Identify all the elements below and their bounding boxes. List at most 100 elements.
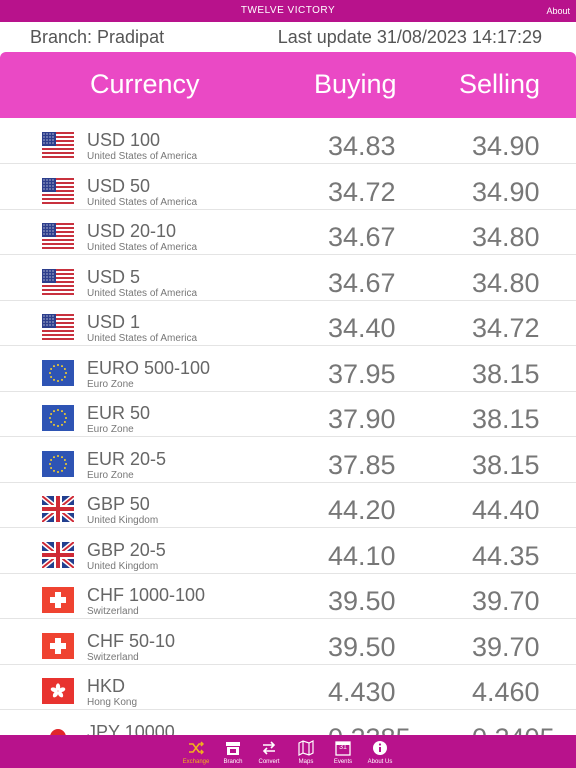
buying-rate: 34.40 (328, 313, 396, 343)
currency-row[interactable]: EUR 50 Euro Zone 37.90 38.15 (0, 392, 576, 437)
currency-code: USD 100 (87, 130, 161, 150)
selling-rate: 38.15 (472, 449, 540, 480)
shuffle-icon (188, 740, 204, 756)
swap-arrows-icon (261, 740, 277, 756)
currency-code: EUR 20-5 (87, 448, 167, 469)
tab-maps[interactable]: Maps (286, 735, 326, 768)
about-link[interactable]: About (546, 6, 570, 16)
hk-flag-icon (42, 678, 74, 704)
currency-row[interactable]: EUR 20-5 Euro Zone 37.85 38.15 (0, 438, 576, 483)
calendar-icon: 31 (335, 740, 351, 756)
header-selling: Selling (459, 69, 541, 99)
buying-rate: 37.95 (328, 358, 396, 389)
us-flag-icon (42, 314, 74, 340)
currency-country: United States of America (87, 287, 198, 299)
currency-row[interactable]: CHF 1000-100 Switzerland 39.50 39.70 (0, 574, 576, 619)
selling-rate: 38.15 (472, 404, 540, 434)
tab-bar: Exchange Branch Convert Maps 31 Events About U… (0, 735, 576, 768)
currency-row[interactable]: CHF 50-10 Switzerland 39.50 39.70 (0, 620, 576, 665)
currency-country: United States of America (87, 333, 198, 344)
currency-country: United Kingdom (87, 515, 159, 526)
currency-code: JPY 10000 (87, 721, 175, 736)
selling-rate: 39.70 (472, 586, 540, 616)
tab-branch[interactable]: Branch (213, 735, 253, 768)
currency-code: USD 50 (87, 175, 151, 196)
tab-about-us[interactable]: About Us (360, 735, 400, 768)
eu-flag-icon (42, 359, 74, 386)
rates-list[interactable]: USD 100 United States of America 34.83 34.9… (0, 119, 576, 735)
currency-code: GBP 20-5 (87, 539, 166, 560)
currency-country: Euro Zone (87, 424, 134, 435)
selling-rate: 44.40 (472, 495, 540, 525)
currency-country: Switzerland (87, 651, 139, 663)
currency-code: EUR 50 (87, 403, 151, 423)
currency-code: CHF 1000-100 (87, 585, 206, 605)
currency-country: Switzerland (87, 606, 139, 617)
ch-flag-icon (42, 587, 74, 613)
buying-rate: 34.72 (328, 176, 396, 207)
currency-row[interactable]: HKD Hong Kong 4.430 4.460 (0, 665, 576, 710)
currency-country: United Kingdom (87, 560, 159, 572)
currency-row[interactable]: USD 20-10 United States of America 34.67 34… (0, 210, 576, 255)
buying-rate: 44.20 (328, 495, 396, 525)
selling-rate: 38.15 (472, 358, 540, 389)
buying-rate: 34.67 (328, 267, 396, 298)
currency-code: HKD (87, 676, 126, 696)
app-title-bar: TWELVE VICTORY About (0, 0, 576, 22)
selling-rate: 4.460 (472, 677, 540, 707)
currency-row[interactable]: USD 50 United States of America 34.72 34.90 (0, 165, 576, 210)
currency-country: Euro Zone (87, 378, 134, 390)
currency-code: EURO 500-100 (87, 357, 211, 378)
currency-code: USD 5 (87, 266, 141, 287)
currency-row[interactable]: USD 5 United States of America 34.67 34.80 (0, 256, 576, 301)
currency-row[interactable]: USD 100 United States of America 34.83 34.9… (0, 119, 576, 164)
uk-flag-icon (42, 496, 74, 522)
currency-country: Euro Zone (87, 469, 134, 481)
info-icon (372, 740, 388, 756)
currency-row[interactable]: GBP 20-5 United Kingdom 44.10 44.35 (0, 529, 576, 574)
us-flag-icon (42, 177, 74, 204)
info-bar: Branch: Pradipat Last update 31/08/2023 … (0, 22, 576, 52)
tab-exchange[interactable]: Exchange (176, 735, 216, 768)
currency-row[interactable]: EURO 500-100 Euro Zone 37.95 38.15 (0, 347, 576, 392)
buying-rate: 34.83 (328, 131, 396, 161)
selling-rate: 34.80 (472, 222, 540, 252)
currency-row[interactable]: USD 1 United States of America 34.40 34.72 (0, 301, 576, 346)
store-icon (225, 740, 241, 756)
buying-rate: 39.50 (328, 631, 396, 662)
header-currency: Currency (90, 69, 200, 99)
buying-rate: 37.85 (328, 449, 396, 480)
selling-rate: 34.90 (472, 176, 540, 207)
selling-rate: 34.72 (472, 313, 540, 343)
tab-label: Events (333, 759, 353, 765)
selling-rate: 34.80 (472, 267, 540, 298)
us-flag-icon (42, 223, 74, 249)
tab-label: Exchange (182, 759, 210, 765)
tab-label: Branch (223, 759, 243, 765)
tab-events[interactable]: 31 Events (323, 735, 363, 768)
buying-rate: 37.90 (328, 404, 396, 434)
buying-rate: 4.430 (328, 677, 396, 707)
app-title: TWELVE VICTORY (240, 5, 336, 16)
buying-rate: 44.10 (328, 540, 396, 571)
selling-rate: 39.70 (472, 631, 540, 662)
us-flag-icon (42, 268, 74, 295)
selling-rate: 44.35 (472, 540, 540, 571)
map-icon (298, 740, 314, 756)
currency-code: GBP 50 (87, 494, 150, 514)
tab-label: Maps (298, 759, 314, 765)
calendar-day-badge: 31 (339, 744, 347, 751)
buying-rate: 34.67 (328, 222, 396, 252)
us-flag-icon (42, 132, 74, 158)
selling-rate: 34.90 (472, 131, 540, 161)
last-update-label: Last update 31/08/2023 14:17:29 (277, 27, 542, 47)
currency-row[interactable]: GBP 50 United Kingdom 44.20 44.40 (0, 483, 576, 528)
ch-flag-icon (42, 632, 74, 659)
branch-label: Branch: Pradipat (30, 27, 165, 47)
selling-rate: 0.2405 (472, 723, 555, 736)
tab-convert[interactable]: Convert (249, 735, 289, 768)
currency-country: Hong Kong (87, 697, 138, 708)
currency-country: United States of America (87, 242, 198, 253)
currency-code: CHF 50-10 (87, 630, 176, 651)
currency-row[interactable]: JPY 10000 0.2385 0.2405 (0, 711, 576, 736)
